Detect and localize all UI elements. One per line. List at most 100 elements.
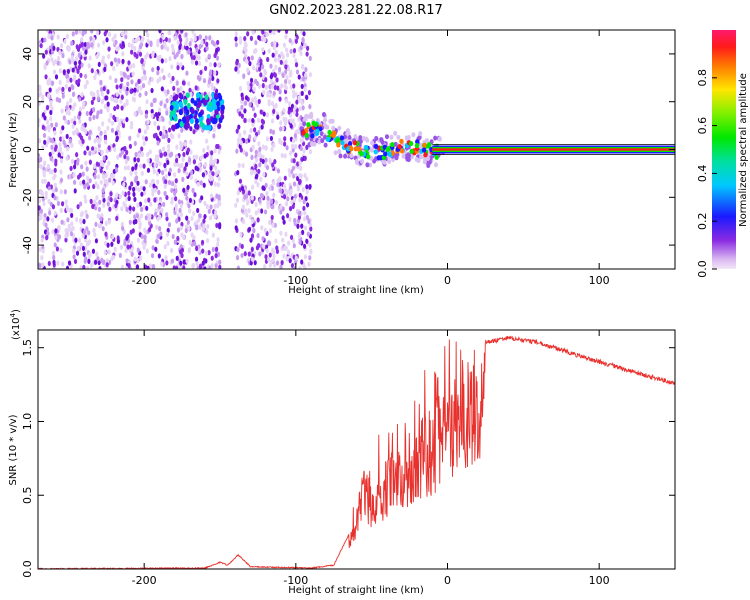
noise-mark bbox=[98, 222, 103, 228]
noise-mark bbox=[53, 173, 57, 179]
noise-mark bbox=[300, 83, 304, 90]
noise-mark bbox=[201, 248, 205, 254]
noise-mark bbox=[243, 40, 247, 47]
noise-mark bbox=[57, 86, 62, 92]
noise-mark bbox=[132, 186, 136, 192]
chirp-mark bbox=[434, 154, 439, 160]
noise-mark bbox=[110, 61, 114, 67]
noise-mark bbox=[95, 251, 99, 257]
blob-mark bbox=[198, 111, 203, 118]
noise-mark bbox=[138, 43, 143, 50]
noise-mark bbox=[127, 190, 131, 196]
noise-mark bbox=[253, 127, 257, 133]
noise-mark bbox=[45, 60, 49, 66]
noise-mark bbox=[156, 78, 160, 84]
noise-mark bbox=[61, 86, 65, 92]
noise-mark bbox=[85, 166, 89, 172]
noise-mark bbox=[270, 41, 274, 47]
noise-mark bbox=[138, 201, 143, 207]
noise-mark bbox=[166, 143, 171, 150]
noise-mark bbox=[294, 58, 298, 64]
noise-mark bbox=[299, 145, 303, 151]
blob-mark bbox=[193, 100, 198, 107]
noise-mark bbox=[241, 204, 245, 210]
chirp-mark bbox=[325, 136, 331, 142]
noise-mark bbox=[65, 33, 69, 39]
noise-mark bbox=[175, 218, 179, 224]
noise-mark bbox=[176, 235, 180, 242]
noise-mark bbox=[90, 99, 94, 105]
chirp-halo-mark bbox=[347, 134, 352, 140]
noise-mark bbox=[166, 148, 171, 154]
noise-mark bbox=[207, 208, 211, 214]
noise-mark bbox=[146, 167, 151, 173]
noise-mark bbox=[188, 239, 192, 246]
noise-mark bbox=[193, 240, 197, 247]
noise-mark bbox=[198, 224, 202, 230]
noise-mark bbox=[66, 146, 70, 152]
noise-mark bbox=[244, 100, 248, 106]
noise-mark bbox=[66, 217, 70, 223]
noise-mark bbox=[185, 215, 189, 221]
noise-mark bbox=[185, 171, 189, 177]
noise-mark bbox=[183, 141, 187, 147]
snr-xtick-label: -100 bbox=[283, 574, 308, 587]
noise-mark bbox=[304, 72, 308, 78]
noise-mark bbox=[78, 106, 83, 112]
noise-mark bbox=[177, 133, 181, 139]
noise-mark bbox=[142, 140, 146, 146]
noise-mark bbox=[273, 85, 277, 91]
snr-series-line bbox=[38, 335, 675, 569]
chirp-mark bbox=[397, 143, 402, 150]
noise-mark bbox=[51, 188, 55, 194]
noise-mark bbox=[84, 198, 88, 204]
noise-mark bbox=[308, 104, 312, 110]
noise-mark bbox=[289, 69, 293, 75]
chirp-mark bbox=[359, 151, 364, 157]
noise-mark bbox=[284, 59, 288, 65]
noise-mark bbox=[292, 197, 296, 203]
noise-mark bbox=[82, 229, 87, 235]
noise-mark bbox=[257, 208, 261, 214]
noise-mark bbox=[244, 95, 249, 101]
noise-mark bbox=[43, 178, 47, 184]
noise-mark bbox=[106, 89, 110, 95]
noise-mark bbox=[112, 114, 116, 121]
noise-mark bbox=[111, 180, 115, 186]
noise-mark bbox=[51, 250, 56, 256]
noise-mark bbox=[213, 213, 217, 219]
blob-mark bbox=[216, 100, 221, 107]
noise-mark bbox=[153, 187, 158, 193]
noise-mark bbox=[73, 115, 77, 121]
noise-mark bbox=[60, 219, 64, 225]
noise-mark bbox=[281, 72, 285, 78]
chirp-mark bbox=[314, 130, 320, 136]
noise-mark bbox=[51, 229, 55, 235]
noise-mark bbox=[281, 206, 285, 212]
noise-mark bbox=[145, 205, 149, 211]
spectrogram-ylabel: Frequency (Hz) bbox=[8, 112, 19, 188]
spectrogram-ytick-label: 20 bbox=[21, 95, 34, 109]
noise-mark bbox=[284, 64, 288, 70]
noise-mark bbox=[95, 161, 99, 167]
noise-mark bbox=[179, 260, 183, 266]
noise-mark bbox=[235, 255, 240, 261]
noise-mark bbox=[169, 132, 173, 138]
noise-mark bbox=[52, 259, 56, 265]
noise-mark bbox=[141, 135, 145, 141]
noise-mark bbox=[57, 225, 61, 231]
noise-mark bbox=[256, 117, 261, 123]
figure-title: GN02.2023.281.22.08.R17 bbox=[269, 3, 443, 18]
noise-mark bbox=[106, 101, 110, 107]
noise-mark bbox=[140, 76, 144, 82]
noise-mark bbox=[94, 238, 99, 244]
noise-mark bbox=[162, 146, 166, 152]
noise-mark bbox=[158, 214, 162, 220]
noise-mark bbox=[165, 194, 169, 201]
noise-mark bbox=[64, 233, 68, 239]
noise-mark bbox=[195, 47, 199, 53]
chirp-halo-mark bbox=[338, 153, 343, 159]
noise-mark bbox=[140, 233, 144, 240]
noise-mark bbox=[41, 262, 45, 268]
noise-mark bbox=[38, 118, 41, 124]
